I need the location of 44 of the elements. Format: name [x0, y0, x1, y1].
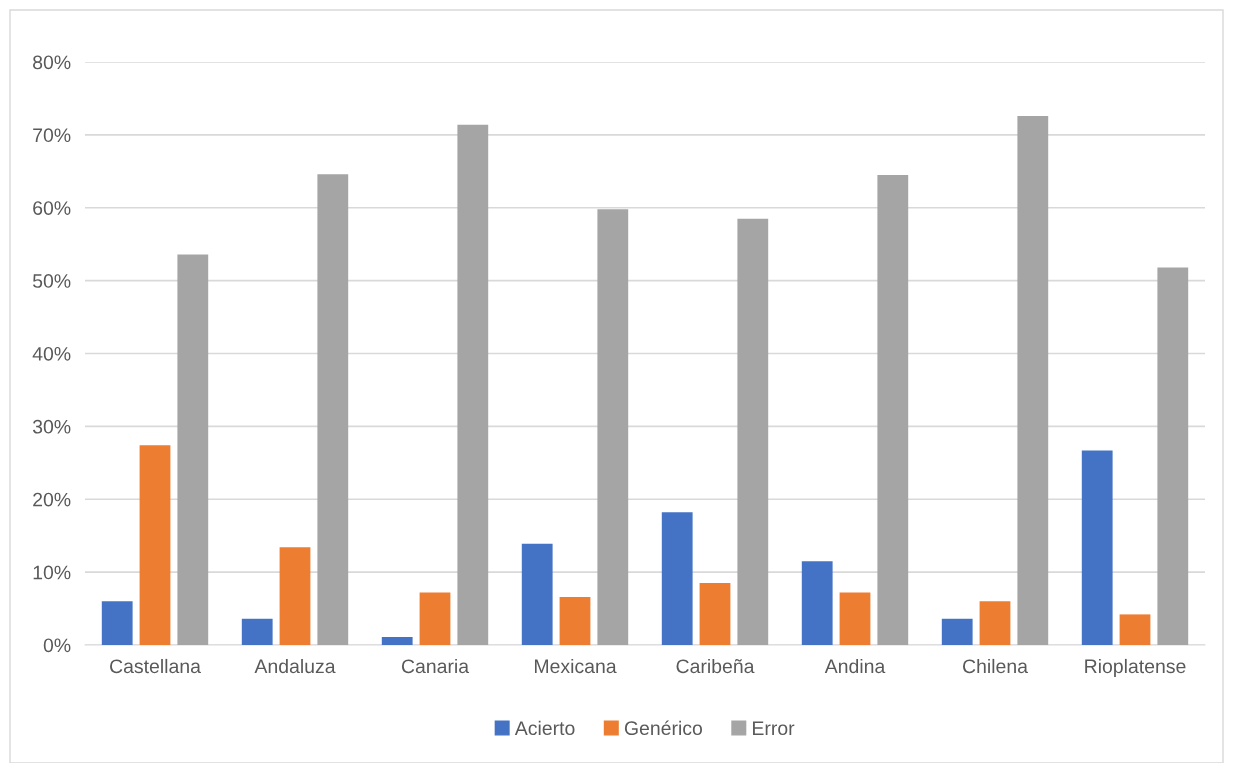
- bar: [177, 254, 209, 645]
- x-tick-label: Caribeña: [676, 658, 755, 674]
- bar: [419, 592, 451, 645]
- x-tick-label: Mexicana: [534, 658, 617, 674]
- legend-label: Genérico: [624, 720, 703, 736]
- bar: [521, 543, 553, 645]
- bar: [317, 174, 349, 645]
- bar: [279, 547, 311, 645]
- bar: [457, 124, 489, 645]
- x-tick-label: Andina: [824, 658, 886, 674]
- y-tick-label: 30%: [32, 419, 71, 434]
- bar: [241, 618, 273, 645]
- bar: [699, 583, 731, 645]
- y-tick-label: 0%: [43, 638, 71, 653]
- bar: [801, 561, 833, 645]
- x-tick-label: Canaria: [401, 658, 470, 674]
- bar: [1119, 614, 1151, 645]
- y-tick-label: 40%: [32, 346, 71, 361]
- bar: [877, 174, 909, 645]
- bar: [559, 596, 591, 645]
- legend-label: Error: [753, 721, 795, 736]
- bar: [941, 618, 973, 645]
- x-tick-label: Castellana: [110, 658, 201, 674]
- bar: [737, 218, 769, 645]
- x-tick-label: Rioplatense: [1085, 658, 1186, 678]
- y-tick-label: 60%: [33, 201, 71, 215]
- bar: [839, 592, 871, 645]
- bar: [139, 445, 171, 645]
- bar: [597, 209, 629, 645]
- x-tick-label: Chilena: [963, 658, 1028, 674]
- y-tick-label: 70%: [33, 128, 71, 143]
- y-tick-label: 80%: [33, 55, 71, 70]
- y-tick-label: 10%: [33, 565, 71, 580]
- y-tick-label: 50%: [32, 274, 71, 288]
- bar: [101, 601, 133, 645]
- bar: [979, 601, 1011, 645]
- bar: [1017, 115, 1049, 645]
- x-tick-label: Andaluza: [254, 658, 336, 674]
- bar: [661, 512, 693, 645]
- legend-label: Acierto: [514, 720, 575, 736]
- bar: [381, 636, 413, 645]
- bar: [1081, 450, 1113, 645]
- bar: [1157, 267, 1189, 645]
- y-tick-label: 20%: [33, 492, 71, 507]
